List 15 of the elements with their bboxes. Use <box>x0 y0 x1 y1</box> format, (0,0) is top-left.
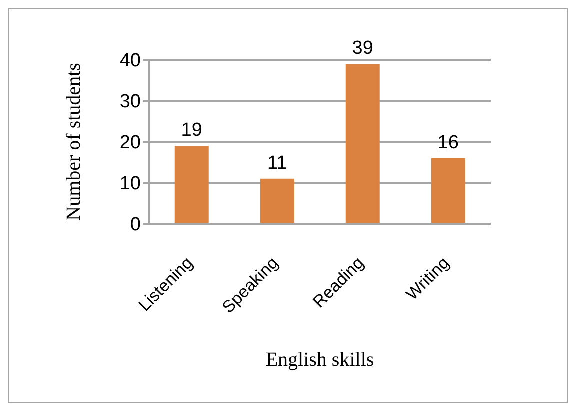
bar <box>431 158 466 224</box>
x-axis-title: English skills <box>266 349 374 371</box>
bar <box>346 64 380 224</box>
data-label: 11 <box>268 152 288 174</box>
bar <box>260 178 294 224</box>
y-tick-label: 30 <box>120 92 141 113</box>
data-label: 39 <box>352 38 374 60</box>
y-tick-label: 40 <box>120 50 141 72</box>
bar <box>174 146 209 224</box>
y-tick-label: 10 <box>120 174 141 195</box>
y-tick-label: 0 <box>130 214 141 236</box>
data-label: 16 <box>438 132 459 154</box>
data-label: 19 <box>181 120 202 142</box>
y-tick-label: 20 <box>120 132 141 154</box>
y-axis-title: Number of students <box>63 62 86 221</box>
